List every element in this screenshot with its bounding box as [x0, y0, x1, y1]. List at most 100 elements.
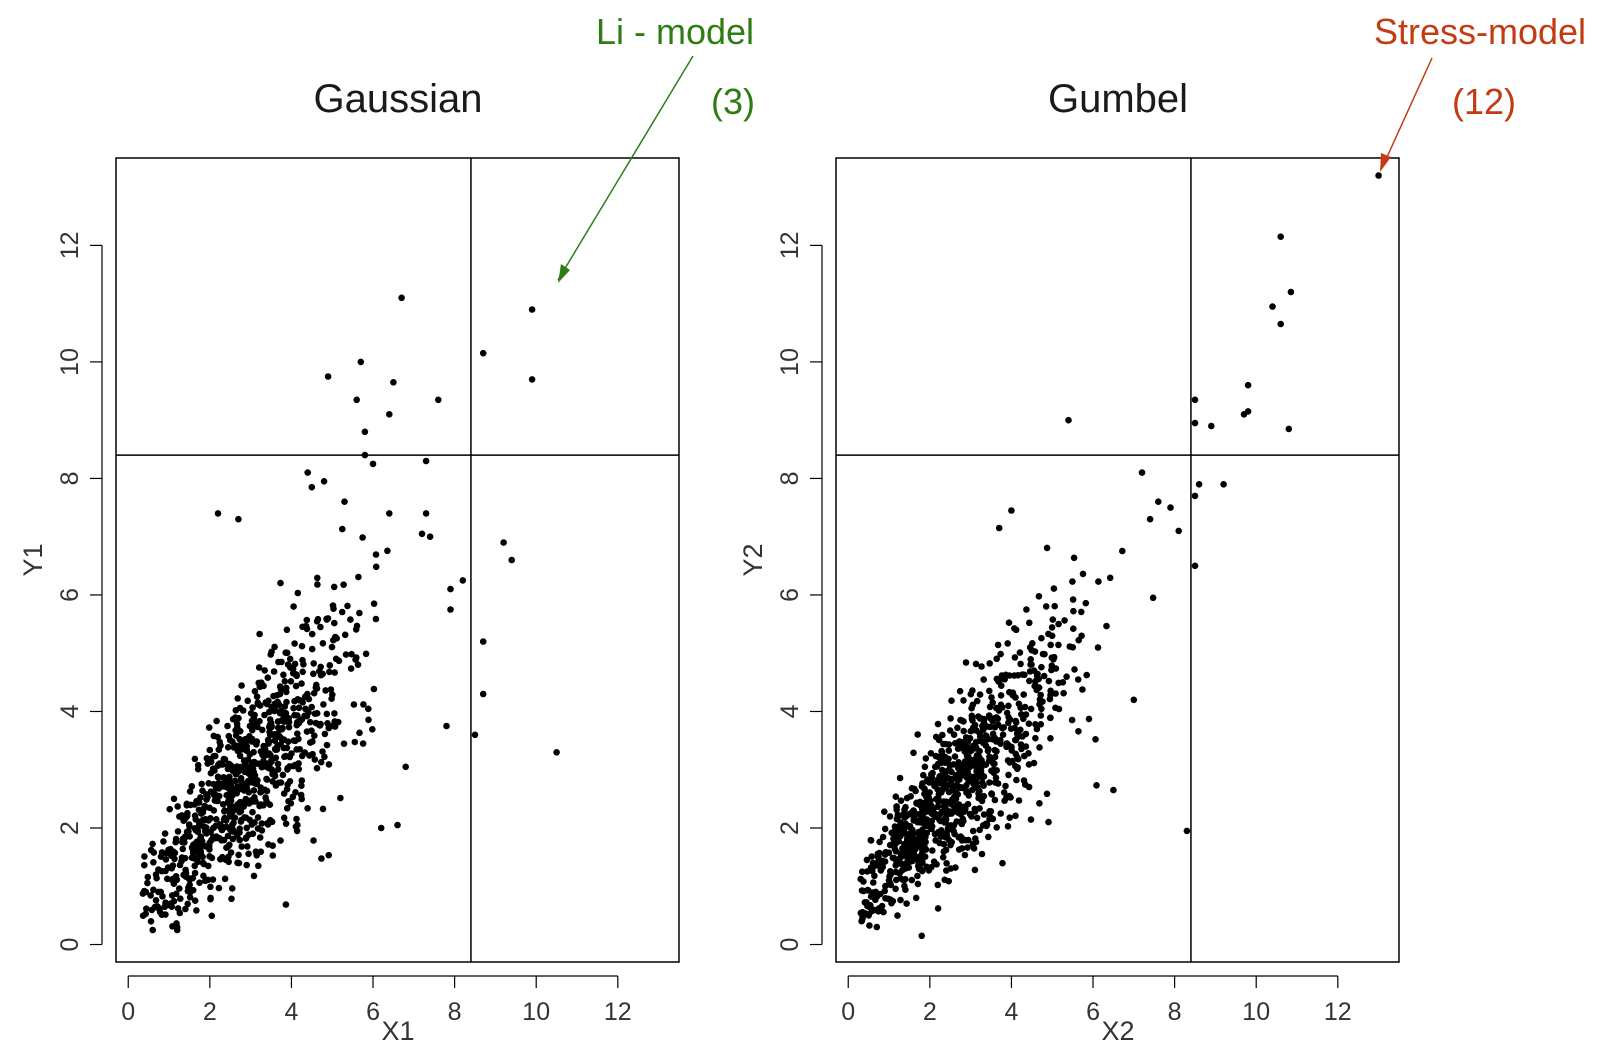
data-point: [921, 853, 929, 860]
data-point: [221, 875, 229, 883]
data-point-outlier: [1138, 469, 1146, 476]
data-point: [162, 856, 170, 863]
data-point: [1038, 634, 1045, 642]
data-point-outlier: [398, 294, 405, 302]
data-point: [950, 761, 957, 768]
data-point: [891, 845, 899, 853]
data-point: [857, 875, 864, 883]
data-point-outlier: [377, 824, 385, 832]
data-point: [220, 755, 228, 763]
data-point: [1079, 570, 1087, 578]
data-point: [310, 837, 317, 844]
data-point: [304, 805, 311, 812]
data-point: [972, 738, 980, 746]
data-point: [365, 716, 372, 724]
data-point: [352, 626, 360, 633]
data-point: [990, 769, 998, 777]
data-point-outlier: [479, 690, 487, 698]
data-point: [1055, 641, 1062, 649]
data-point: [947, 865, 955, 872]
data-point: [1034, 670, 1041, 678]
data-point: [251, 794, 258, 801]
data-point: [142, 888, 150, 896]
data-point: [273, 691, 281, 699]
data-point: [1009, 757, 1016, 765]
data-point: [905, 823, 913, 830]
data-point: [916, 810, 923, 818]
data-point-outlier: [361, 428, 369, 436]
data-point: [159, 893, 166, 900]
data-point: [962, 742, 970, 749]
data-point: [253, 693, 261, 700]
gaussian-panel: Gaussian 0 2 4 6 8 10 12 0 2 4 6 8 10 12 X1 Y1 Li - …: [18, 11, 755, 1046]
data-point: [878, 902, 886, 910]
data-point-outlier: [471, 731, 479, 739]
data-point: [340, 740, 348, 747]
data-point: [959, 784, 967, 792]
data-point: [328, 643, 336, 651]
data-point: [207, 769, 215, 777]
data-point: [914, 872, 921, 880]
data-point: [1004, 823, 1012, 830]
data-point: [1022, 730, 1030, 738]
data-point: [212, 784, 220, 792]
data-point-outlier: [235, 515, 242, 523]
data-point: [311, 756, 319, 763]
data-point: [191, 840, 199, 848]
data-point: [949, 798, 957, 806]
data-point: [991, 746, 999, 754]
data-point: [176, 909, 184, 917]
data-point: [224, 722, 231, 730]
data-point: [150, 859, 157, 866]
data-point: [324, 615, 332, 622]
data-point: [991, 715, 998, 722]
data-point: [308, 703, 316, 711]
gaussian-x-axis: 0 2 4 6 8 10 12: [121, 975, 632, 1026]
data-point-outlier: [873, 923, 881, 931]
data-point: [186, 894, 194, 901]
data-point: [213, 717, 220, 725]
gumbel-plot-frame: [835, 157, 1400, 963]
data-point: [194, 761, 202, 769]
data-point: [973, 814, 981, 822]
data-point: [919, 826, 926, 833]
data-point: [220, 836, 228, 844]
data-point: [258, 820, 266, 827]
data-point: [934, 720, 942, 728]
data-point: [319, 748, 326, 755]
data-point: [170, 795, 178, 803]
data-point: [326, 668, 333, 676]
data-point: [221, 814, 228, 822]
data-point: [149, 840, 156, 848]
data-point: [947, 715, 954, 722]
data-point: [895, 838, 902, 845]
data-point: [213, 816, 220, 823]
data-point: [997, 692, 1005, 699]
data-point-outlier: [1195, 481, 1203, 488]
data-point: [182, 873, 190, 880]
li-model-label: Li - model: [596, 11, 754, 52]
data-point: [922, 803, 929, 811]
data-point: [892, 885, 899, 893]
data-point: [179, 845, 187, 853]
data-point: [347, 616, 354, 623]
data-point: [973, 697, 981, 705]
data-point: [310, 660, 318, 667]
data-point: [882, 882, 889, 890]
x-tick-label: 12: [1324, 998, 1352, 1026]
data-point: [1070, 607, 1077, 615]
data-point-outlier: [386, 411, 393, 418]
data-point: [191, 801, 198, 808]
data-point: [342, 651, 350, 658]
data-point: [870, 879, 877, 886]
gaussian-x-axis-label: X1: [381, 1016, 414, 1046]
data-point: [281, 678, 289, 685]
data-point: [868, 853, 875, 860]
data-point: [950, 827, 957, 835]
y-tick-label: 8: [776, 471, 804, 485]
data-point: [927, 750, 935, 757]
data-point: [308, 630, 316, 638]
data-point: [902, 886, 909, 893]
gaussian-y-axis-label: Y1: [18, 543, 48, 576]
data-point: [938, 808, 945, 816]
